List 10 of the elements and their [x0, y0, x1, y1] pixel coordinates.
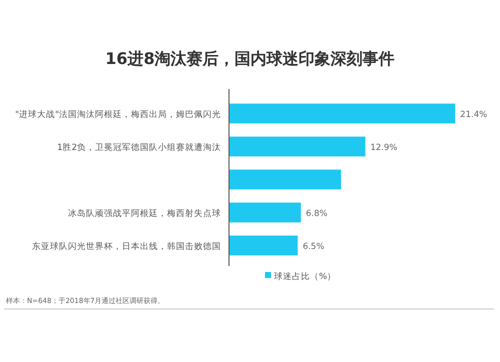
title: 16进8淘汰赛后，国内球迷印象深刻事件 — [105, 49, 395, 68]
category-label: 1胜2负，卫冕冠军德国队小组赛就遭淘汰 — [57, 143, 221, 153]
value-label: 21.4% — [460, 110, 488, 120]
value-label: 6.8% — [306, 209, 328, 219]
category-label: 冰岛队顽强战平阿根廷，梅西射失点球 — [68, 209, 221, 219]
value-label: 6.5% — [302, 242, 324, 252]
category-label: "进球大战"法国淘汰阿根廷，梅西出局，姆巴佩闪光 — [15, 110, 221, 120]
category-label: 东亚球队闪光世界杯，日本出线，韩国击败德国 — [32, 242, 221, 252]
legend: 球迷占比（%） — [274, 272, 336, 282]
value-label: 12.9% — [370, 143, 398, 153]
